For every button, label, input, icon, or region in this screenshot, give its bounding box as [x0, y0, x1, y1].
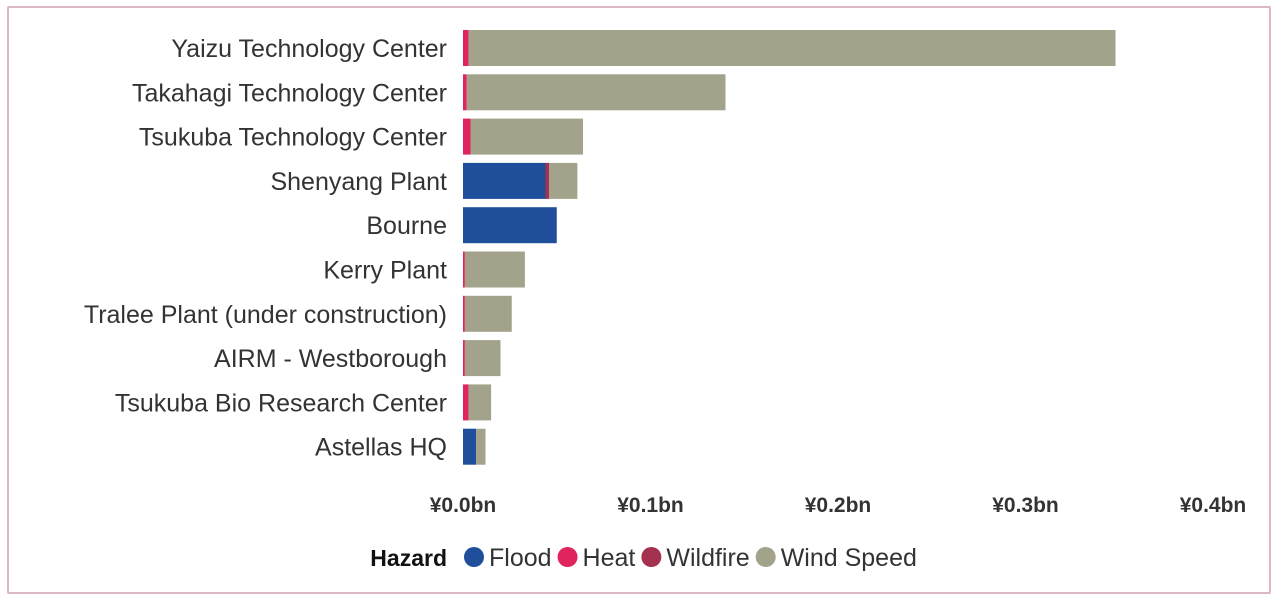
legend-swatch-flood — [464, 547, 484, 567]
bar-heat-takahagi-technology-center[interactable] — [463, 74, 467, 111]
category-label-kerry-plant: Kerry Plant — [323, 257, 447, 285]
x-tick-label: ¥0.1bn — [617, 494, 684, 517]
bar-heat-airm-westborough[interactable] — [463, 340, 465, 377]
category-label-shenyang-plant: Shenyang Plant — [270, 168, 447, 196]
bar-flood-shenyang-plant[interactable] — [463, 162, 546, 199]
bar-heat-kerry-plant[interactable] — [463, 251, 465, 288]
category-label-airm-westborough: AIRM - Westborough — [214, 345, 447, 373]
bar-wind-speed-airm-westborough[interactable] — [464, 340, 501, 377]
legend-label-wind-speed[interactable]: Wind Speed — [781, 544, 917, 572]
bar-wind-speed-tsukuba-bio-research-center[interactable] — [468, 384, 492, 421]
category-labels: Yaizu Technology Center Takahagi Technolo… — [84, 35, 447, 462]
category-label-tsukuba-technology-center: Tsukuba Technology Center — [139, 124, 447, 152]
bar-wind-speed-astellas-hq[interactable] — [476, 428, 486, 465]
bar-flood-astellas-hq[interactable] — [463, 428, 477, 465]
bar-heat-tralee-plant-under-construction[interactable] — [463, 295, 465, 332]
category-label-tralee-plant-under-construction: Tralee Plant (under construction) — [84, 301, 447, 329]
x-axis-ticks: ¥0.0bn ¥0.1bn ¥0.2bn ¥0.3bn ¥0.4bn — [430, 494, 1247, 517]
bar-wind-speed-tralee-plant-under-construction[interactable] — [464, 295, 512, 332]
bar-wind-speed-takahagi-technology-center[interactable] — [466, 74, 726, 111]
bar-heat-tsukuba-technology-center[interactable] — [463, 118, 471, 155]
bars — [463, 30, 1116, 465]
legend-label-wildfire[interactable]: Wildfire — [666, 544, 749, 572]
category-label-yaizu-technology-center: Yaizu Technology Center — [171, 35, 447, 63]
x-tick-label: ¥0.4bn — [1180, 494, 1247, 517]
legend-swatch-wildfire — [641, 547, 662, 567]
bar-heat-yaizu-technology-center[interactable] — [463, 30, 469, 66]
legend-label-flood[interactable]: Flood — [489, 544, 552, 572]
bar-heat-tsukuba-bio-research-center[interactable] — [463, 384, 469, 421]
legend-swatch-heat — [557, 547, 578, 567]
x-tick-label: ¥0.2bn — [805, 494, 872, 517]
bar-flood-bourne[interactable] — [463, 207, 557, 244]
bar-wind-speed-kerry-plant[interactable] — [464, 251, 525, 288]
category-label-takahagi-technology-center: Takahagi Technology Center — [132, 79, 447, 107]
category-label-bourne: Bourne — [366, 212, 447, 240]
legend-title: Hazard — [370, 545, 447, 571]
bar-wildfire-shenyang-plant[interactable] — [545, 162, 550, 199]
category-label-astellas-hq: Astellas HQ — [315, 434, 447, 462]
x-tick-label: ¥0.3bn — [992, 494, 1059, 517]
bar-wind-speed-shenyang-plant[interactable] — [549, 162, 578, 199]
bar-wind-speed-yaizu-technology-center[interactable] — [468, 30, 1116, 66]
legend-swatch-wind-speed — [755, 547, 776, 567]
bar-wind-speed-tsukuba-technology-center[interactable] — [470, 118, 584, 155]
legend: Hazard Flood Heat Wildfire Wind Speed — [370, 544, 917, 572]
category-label-tsukuba-bio-research-center: Tsukuba Bio Research Center — [115, 389, 447, 417]
legend-items: Flood Heat Wildfire Wind Speed — [464, 544, 917, 572]
legend-label-heat[interactable]: Heat — [583, 544, 636, 572]
x-tick-label: ¥0.0bn — [430, 494, 497, 517]
